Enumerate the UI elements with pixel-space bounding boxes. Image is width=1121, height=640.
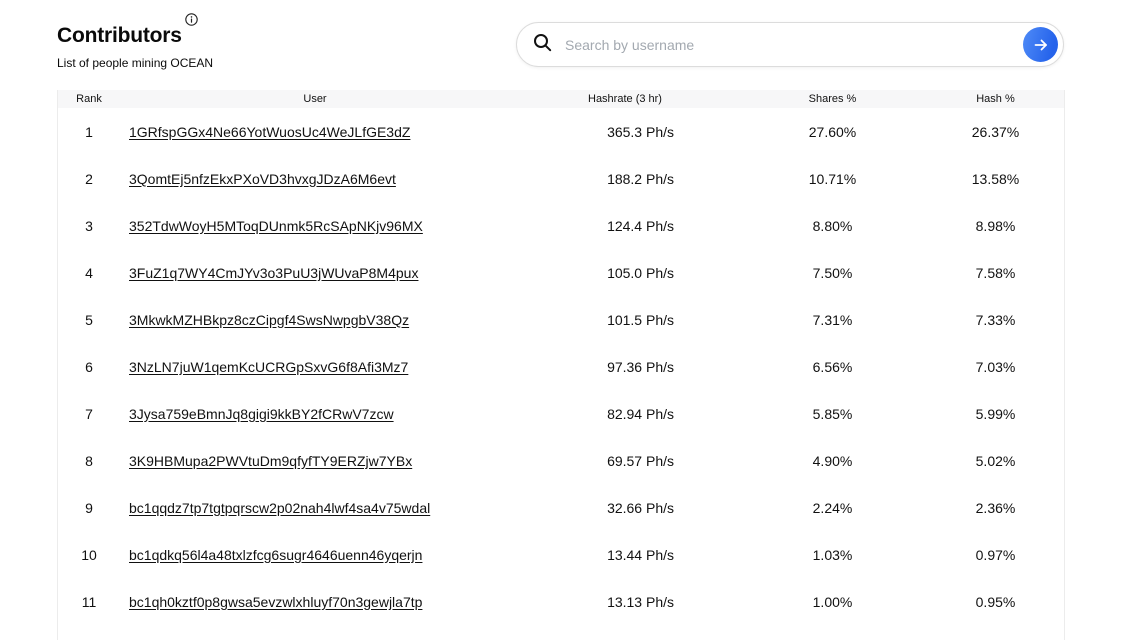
hash-cell: 7.33% [975,311,1016,328]
table-row: 11 bc1qh0kztf0p8gwsa5evzwlxhluyf70n3gewj… [58,578,1064,625]
user-cell: 3QomtEj5nfzEkxPXoVD3hvxgJDzA6M6evt [120,155,510,202]
hash-cell: 2.36% [975,499,1016,516]
table-row: 8 3K9HBMupa2PWVtuDm9qfyfTY9ERZjw7YBx 69.… [58,437,1064,484]
hashrate-cell: 32.66 Ph/s [607,499,674,516]
page-title: Contributors [57,24,182,48]
search-input[interactable] [563,35,1023,54]
info-icon[interactable] [185,13,198,26]
magnifier-icon [532,32,553,58]
shares-cell: 1.03% [812,546,853,563]
contributors-table: Rank User Hashrate (3 hr) Shares % Hash … [57,90,1065,640]
table-row: 4 3FuZ1q7WY4CmJYv3o3PuU3jWUvaP8M4pux 105… [58,249,1064,296]
hashrate-cell: 69.57 Ph/s [607,452,674,469]
hash-cell: 0.97% [975,546,1016,563]
table-row: 2 3QomtEj5nfzEkxPXoVD3hvxgJDzA6M6evt 188… [58,155,1064,202]
hashrate-cell: 13.13 Ph/s [607,593,674,610]
shares-cell: 8.80% [812,217,853,234]
user-cell: 3Jysa759eBmnJq8gigi9kkBY2fCRwV7zcw [120,390,510,437]
table-row: 6 3NzLN7juW1qemKcUCRGpSxvG6f8Afi3Mz7 97.… [58,343,1064,390]
user-link[interactable]: 352TdwWoyH5MToqDUnmk5RcSApNKjv96MX [129,217,423,234]
table-row: 9 bc1qqdz7tp7tgtpqrscw2p02nah4lwf4sa4v75… [58,484,1064,531]
rank-cell: 8 [85,452,93,469]
hashrate-cell: 97.36 Ph/s [607,358,674,375]
user-link[interactable]: bc1qdkq56l4a48txlzfcg6sugr4646uenn46yqer… [129,546,423,563]
shares-cell: 4.90% [812,452,853,469]
table-row: 7 3Jysa759eBmnJq8gigi9kkBY2fCRwV7zcw 82.… [58,390,1064,437]
shares-cell: 5.85% [812,405,853,422]
hashrate-cell: 105.0 Ph/s [607,264,674,281]
user-link[interactable]: 3MkwkMZHBkpz8czCipgf4SwsNwpgbV38Qz [129,311,410,328]
search-bar [516,22,1064,67]
table-row: 3 352TdwWoyH5MToqDUnmk5RcSApNKjv96MX 124… [58,202,1064,249]
user-link[interactable]: 3NzLN7juW1qemKcUCRGpSxvG6f8Afi3Mz7 [129,358,409,375]
table-row: 1 1GRfspGGx4Ne66YotWuosUc4WeJLfGE3dZ 365… [58,108,1064,155]
column-header-rank: Rank [58,90,120,108]
user-link[interactable]: bc1qqdz7tp7tgtpqrscw2p02nah4lwf4sa4v75wd… [129,499,431,516]
user-cell: bc1qh0kztf0p8gwsa5evzwlxhluyf70n3gewjla7… [120,578,510,625]
user-cell: 3MkwkMZHBkpz8czCipgf4SwsNwpgbV38Qz [120,296,510,343]
hash-cell: 5.02% [975,452,1016,469]
page-subtitle: List of people mining OCEAN [57,56,214,70]
column-header-hashrate: Hashrate (3 hr) [510,90,740,108]
user-cell: 1GRfspGGx4Ne66YotWuosUc4WeJLfGE3dZ [120,108,510,155]
user-cell: 3FuZ1q7WY4CmJYv3o3PuU3jWUvaP8M4pux [120,249,510,296]
rank-cell: 2 [85,170,93,187]
shares-cell: 7.31% [812,311,853,328]
table-header-row: Rank User Hashrate (3 hr) Shares % Hash … [58,90,1064,108]
user-cell: 3NzLN7juW1qemKcUCRGpSxvG6f8Afi3Mz7 [120,343,510,390]
column-header-user: User [120,90,510,108]
shares-cell: 2.24% [812,499,853,516]
rank-cell: 11 [81,593,97,610]
hashrate-cell: 124.4 Ph/s [607,217,674,234]
hashrate-cell: 82.94 Ph/s [607,405,674,422]
user-link[interactable]: 1GRfspGGx4Ne66YotWuosUc4WeJLfGE3dZ [129,123,411,140]
user-link[interactable]: 3FuZ1q7WY4CmJYv3o3PuU3jWUvaP8M4pux [129,264,419,281]
user-link[interactable]: 3Jysa759eBmnJq8gigi9kkBY2fCRwV7zcw [129,405,394,422]
column-header-shares: Shares % [740,90,925,108]
table-row: 10 bc1qdkq56l4a48txlzfcg6sugr4646uenn46y… [58,531,1064,578]
arrow-right-icon [1032,36,1050,54]
hash-cell: 26.37% [971,123,1020,140]
user-link[interactable]: 3K9HBMupa2PWVtuDm9qfyfTY9ERZjw7YBx [129,452,413,469]
search-submit-button[interactable] [1023,27,1058,62]
hash-cell: 7.03% [975,358,1016,375]
rank-cell: 3 [85,217,93,234]
rank-cell: 9 [85,499,93,516]
rank-cell: 4 [85,264,93,281]
user-link[interactable]: bc1qh0kztf0p8gwsa5evzwlxhluyf70n3gewjla7… [129,593,423,610]
rank-cell: 10 [81,546,97,563]
rank-cell: 5 [85,311,93,328]
user-cell: bc1qdkq56l4a48txlzfcg6sugr4646uenn46yqer… [120,531,510,578]
user-link[interactable]: 3QomtEj5nfzEkxPXoVD3hvxgJDzA6M6evt [129,170,396,187]
hash-cell: 5.99% [975,405,1016,422]
user-cell: 3K9HBMupa2PWVtuDm9qfyfTY9ERZjw7YBx [120,437,510,484]
rank-cell: 6 [85,358,93,375]
hashrate-cell: 13.44 Ph/s [607,546,674,563]
hashrate-cell: 188.2 Ph/s [607,170,674,187]
shares-cell: 10.71% [808,170,857,187]
hash-cell: 13.58% [971,170,1020,187]
shares-cell: 27.60% [808,123,857,140]
hash-cell: 7.58% [975,264,1016,281]
hash-cell: 8.98% [975,217,1016,234]
shares-cell: 1.00% [812,593,853,610]
user-cell: bc1qqdz7tp7tgtpqrscw2p02nah4lwf4sa4v75wd… [120,484,510,531]
rank-cell: 7 [85,405,93,422]
hashrate-cell: 101.5 Ph/s [607,311,674,328]
hash-cell: 0.95% [975,593,1016,610]
user-cell: 352TdwWoyH5MToqDUnmk5RcSApNKjv96MX [120,202,510,249]
table-row: 5 3MkwkMZHBkpz8czCipgf4SwsNwpgbV38Qz 101… [58,296,1064,343]
hashrate-cell: 365.3 Ph/s [607,123,674,140]
shares-cell: 7.50% [812,264,853,281]
column-header-hash: Hash % [925,90,1064,108]
rank-cell: 1 [85,123,93,140]
shares-cell: 6.56% [812,358,853,375]
